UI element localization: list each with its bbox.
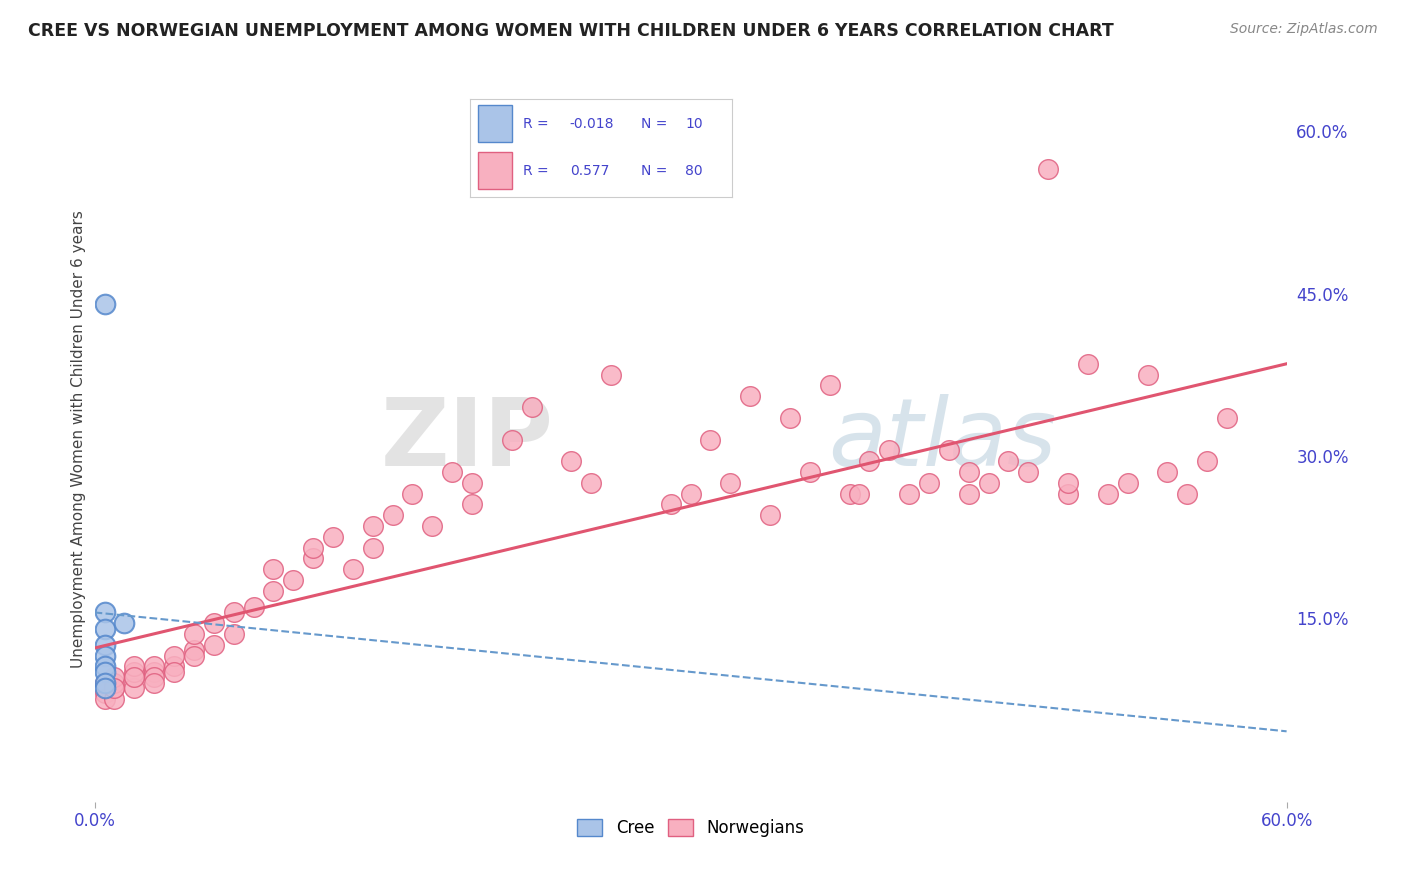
Point [93,606,115,620]
Point [581,475,603,490]
Point [93,297,115,311]
Point [997,454,1019,468]
Point [143,670,166,684]
Point [740,389,762,403]
Point [818,378,841,392]
Point [1116,475,1139,490]
Text: Source: ZipAtlas.com: Source: ZipAtlas.com [1230,22,1378,37]
Point [143,659,166,673]
Point [112,616,135,631]
Point [93,681,115,695]
Point [441,465,464,479]
Point [501,433,523,447]
Point [699,433,721,447]
Point [302,541,325,555]
Point [560,454,582,468]
Point [124,681,146,695]
Point [1156,465,1178,479]
Point [381,508,404,523]
Point [1097,486,1119,500]
Point [93,622,115,636]
Point [361,519,384,533]
Point [242,600,264,615]
Point [520,400,543,414]
Point [163,665,186,679]
Point [799,465,821,479]
Point [1057,475,1080,490]
Point [848,486,870,500]
Text: ZIP: ZIP [381,393,554,485]
Point [222,627,245,641]
Point [103,681,125,695]
Point [858,454,880,468]
Legend: Cree, Norwegians: Cree, Norwegians [571,813,810,844]
Point [103,670,125,684]
Point [838,486,860,500]
Text: CREE VS NORWEGIAN UNEMPLOYMENT AMONG WOMEN WITH CHILDREN UNDER 6 YEARS CORRELATI: CREE VS NORWEGIAN UNEMPLOYMENT AMONG WOM… [28,22,1114,40]
Point [124,670,146,684]
Point [93,659,115,673]
Point [342,562,364,576]
Y-axis label: Unemployment Among Women with Children Under 6 years: Unemployment Among Women with Children U… [72,211,86,668]
Point [93,638,115,652]
Point [659,497,682,511]
Point [143,665,166,679]
Point [262,562,284,576]
Point [1077,357,1099,371]
Point [93,692,115,706]
Point [202,616,225,631]
Point [322,530,344,544]
Point [222,606,245,620]
Point [977,475,1000,490]
Point [93,675,115,690]
Point [1175,486,1198,500]
Point [202,638,225,652]
Point [461,497,484,511]
Point [1197,454,1219,468]
Point [183,643,205,657]
Text: atlas: atlas [828,394,1056,485]
Point [420,519,443,533]
Point [1216,410,1239,425]
Point [1136,368,1159,382]
Point [361,541,384,555]
Point [1017,465,1039,479]
Point [163,659,186,673]
Point [262,583,284,598]
Point [93,686,115,700]
Point [183,627,205,641]
Point [898,486,921,500]
Point [124,670,146,684]
Point [679,486,702,500]
Point [143,675,166,690]
Point [401,486,423,500]
Point [93,665,115,679]
Point [779,410,801,425]
Point [957,486,980,500]
Point [93,675,115,690]
Point [1038,162,1060,177]
Point [103,675,125,690]
Point [283,573,305,587]
Point [918,475,941,490]
Point [163,648,186,663]
Point [877,443,900,458]
Point [461,475,484,490]
Point [93,648,115,663]
Point [1057,486,1080,500]
Point [302,551,325,566]
Point [957,465,980,479]
Point [103,681,125,695]
Point [759,508,782,523]
Point [103,692,125,706]
Point [718,475,741,490]
Point [183,648,205,663]
Point [938,443,960,458]
Point [124,659,146,673]
Point [600,368,623,382]
Point [124,665,146,679]
